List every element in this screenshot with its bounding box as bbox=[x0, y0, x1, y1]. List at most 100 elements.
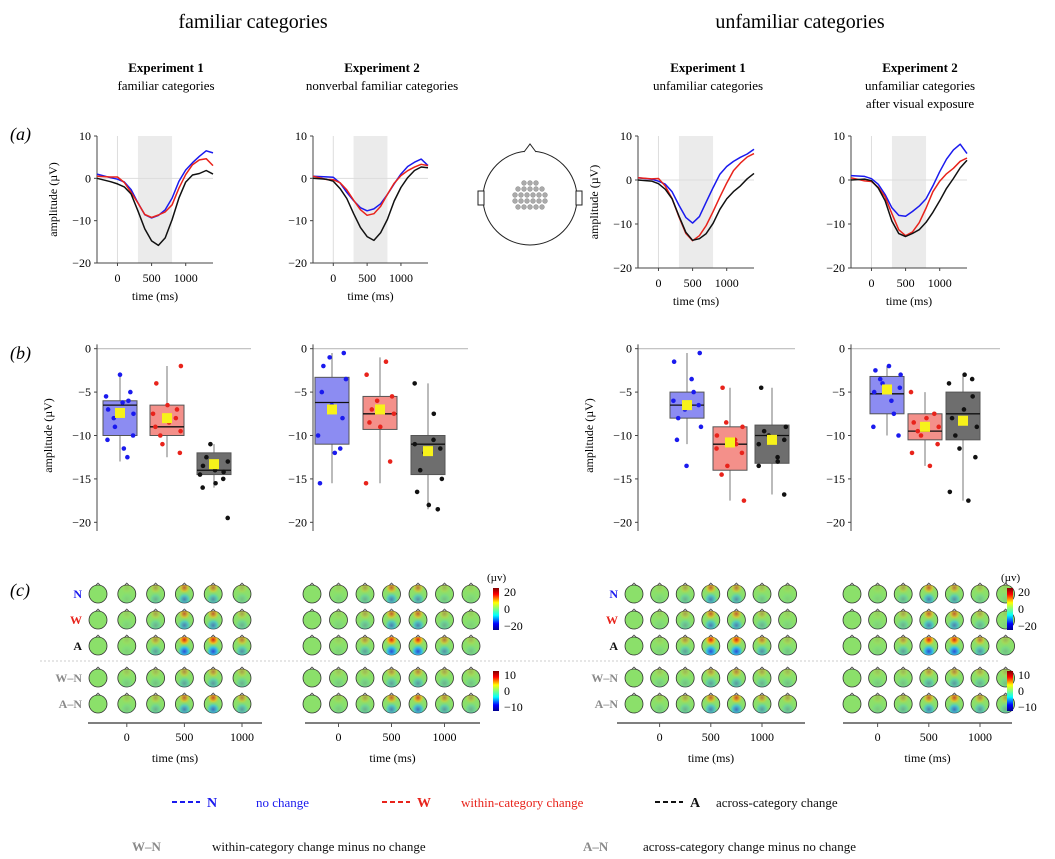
data-point bbox=[896, 433, 901, 438]
data-point bbox=[112, 424, 118, 430]
scalp-map bbox=[624, 636, 644, 656]
colorbar-difference bbox=[1007, 671, 1013, 711]
box-N bbox=[669, 350, 705, 469]
scalp-negative-region bbox=[204, 637, 223, 655]
y-tick-label: −15 bbox=[613, 472, 632, 486]
scalp-topography bbox=[355, 666, 375, 688]
data-point bbox=[871, 424, 876, 430]
scalp-topography bbox=[650, 582, 669, 604]
scalp-negative-region bbox=[727, 611, 746, 629]
scalp-map bbox=[624, 610, 644, 630]
scalp-negative-region bbox=[435, 611, 454, 629]
scalp-topography bbox=[675, 634, 695, 656]
data-point bbox=[781, 437, 787, 443]
scalp-topography bbox=[174, 634, 194, 656]
scalp-nose bbox=[182, 634, 187, 638]
experiment-title: Experiment 1 bbox=[128, 60, 203, 75]
scalp-nose bbox=[239, 634, 245, 638]
scalp-negative-region bbox=[409, 637, 427, 655]
box-mean bbox=[767, 434, 777, 445]
data-point bbox=[871, 389, 877, 395]
scalp-nose bbox=[759, 692, 765, 696]
scalp-negative-region bbox=[945, 585, 964, 603]
data-point bbox=[412, 441, 418, 447]
colorbar-tick-label: 0 bbox=[1018, 684, 1024, 698]
electrode bbox=[533, 180, 539, 186]
scalp-topography bbox=[624, 608, 644, 630]
colorbar-tick-label: 0 bbox=[504, 602, 510, 616]
topography-group-1: NWA W–N A–N 0 500 1000 time (ms) bbox=[55, 582, 262, 765]
scalp-negative-region bbox=[778, 637, 797, 655]
header-unfamiliar: unfamiliar categories bbox=[715, 11, 885, 33]
row-label: W–N bbox=[591, 671, 618, 685]
scalp-negative-region bbox=[409, 695, 427, 713]
data-point bbox=[973, 454, 978, 460]
box-plot-3: 0 −5 −10 −15 −20 amplitude (µV) bbox=[582, 342, 795, 531]
data-point bbox=[131, 411, 136, 417]
scalp-negative-region bbox=[945, 669, 964, 687]
scalp-negative-region bbox=[175, 585, 194, 603]
scalp-topography bbox=[675, 692, 695, 714]
scalp-negative-region bbox=[233, 695, 251, 713]
scalp-negative-region bbox=[919, 695, 938, 713]
scalp-topography bbox=[232, 666, 252, 688]
data-point bbox=[733, 441, 739, 447]
data-point bbox=[775, 454, 780, 460]
scalp-topography bbox=[970, 666, 990, 688]
data-point bbox=[723, 420, 729, 425]
scalp-nose bbox=[124, 608, 130, 612]
time-axis: 0 500 1000 time (ms) bbox=[843, 722, 1012, 765]
scalp-nose bbox=[389, 666, 394, 670]
scalp-topography bbox=[919, 634, 939, 656]
x-tick-label: 0 bbox=[657, 730, 663, 744]
scalp-map bbox=[842, 694, 862, 714]
scalp-topography bbox=[302, 666, 322, 688]
data-point bbox=[908, 389, 914, 395]
scalp-topography bbox=[727, 634, 746, 656]
scalp-topography bbox=[302, 582, 322, 604]
x-axis-label: time (ms) bbox=[369, 751, 415, 765]
legend-W-desc: within-category change bbox=[461, 795, 584, 810]
data-point bbox=[178, 363, 184, 369]
scalp-topography bbox=[752, 634, 772, 656]
row-label: W–N bbox=[55, 671, 82, 685]
scalp-negative-region bbox=[204, 611, 223, 629]
scalp-nose bbox=[926, 666, 932, 670]
scalp-negative-region bbox=[356, 611, 374, 629]
data-point bbox=[343, 376, 349, 382]
box-N bbox=[314, 350, 350, 486]
scalp-negative-region bbox=[382, 585, 401, 603]
scalp-nose bbox=[389, 692, 394, 696]
scalp-topography bbox=[893, 582, 913, 604]
experiment-subtitle: nonverbal familiar categories bbox=[306, 78, 458, 93]
scalp-topography bbox=[650, 692, 669, 714]
erp-series-N bbox=[850, 143, 968, 217]
scalp-topography bbox=[88, 582, 108, 604]
scalp-nose bbox=[631, 634, 637, 638]
data-point bbox=[761, 428, 767, 434]
scalp-topography bbox=[461, 634, 481, 656]
scalp-nose bbox=[336, 666, 341, 670]
scalp-nose bbox=[875, 582, 880, 586]
scalp-nose bbox=[336, 582, 341, 586]
scalp-nose bbox=[415, 666, 421, 670]
scalp-negative-region bbox=[233, 637, 251, 655]
scalp-topography bbox=[232, 692, 252, 714]
scalp-nose bbox=[759, 582, 765, 586]
scalp-nose bbox=[708, 666, 714, 670]
electrode bbox=[536, 192, 542, 198]
scalp-map bbox=[842, 636, 862, 656]
scalp-negative-region bbox=[971, 695, 989, 713]
data-point bbox=[315, 433, 321, 438]
data-point bbox=[886, 363, 892, 369]
scalp-topography bbox=[842, 608, 862, 630]
scalp-nose bbox=[442, 582, 447, 586]
data-point bbox=[675, 415, 681, 421]
scalp-topography bbox=[203, 582, 223, 604]
scalp-negative-region bbox=[435, 669, 454, 687]
scalp-nose bbox=[309, 582, 315, 586]
scalp-negative-region bbox=[701, 695, 720, 713]
colorbar-tick-label: 20 bbox=[504, 585, 516, 599]
y-tick-label: 0 bbox=[301, 342, 307, 356]
scalp-topography bbox=[355, 692, 375, 714]
